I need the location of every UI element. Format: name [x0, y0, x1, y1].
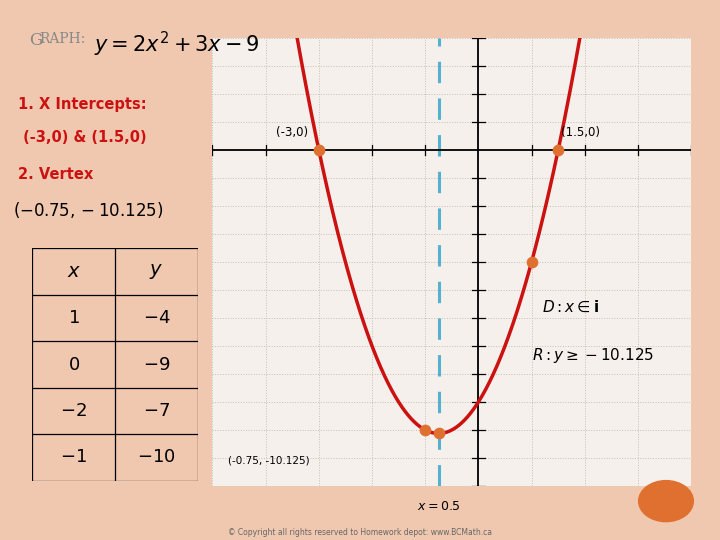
Text: $-4$: $-4$ [143, 309, 171, 327]
Point [420, 426, 431, 434]
Text: $y = 2x^2 + 3x - 9$: $y = 2x^2 + 3x - 9$ [94, 30, 259, 59]
Text: $-7$: $-7$ [143, 402, 170, 420]
Text: $0$: $0$ [68, 355, 80, 374]
Text: $-1$: $-1$ [60, 448, 87, 467]
Point [552, 145, 564, 154]
Text: © Copyright all rights reserved to Homework depot: www.BCMath.ca: © Copyright all rights reserved to Homew… [228, 528, 492, 537]
Text: $-9$: $-9$ [143, 355, 170, 374]
Text: 1. X Intercepts:: 1. X Intercepts: [18, 97, 147, 112]
Text: $D: x \in \mathbf{i}$: $D: x \in \mathbf{i}$ [542, 300, 599, 315]
Point [433, 429, 444, 438]
Text: $1$: $1$ [68, 309, 80, 327]
Text: (1.5,0): (1.5,0) [561, 126, 600, 139]
Text: (-3,0) & (1.5,0): (-3,0) & (1.5,0) [18, 130, 147, 145]
Text: $x$: $x$ [67, 262, 81, 281]
Text: $-2$: $-2$ [60, 402, 87, 420]
Text: $-10$: $-10$ [138, 448, 176, 467]
Text: 2. Vertex: 2. Vertex [18, 167, 94, 183]
Text: RAPH:: RAPH: [40, 32, 86, 46]
Point [313, 145, 325, 154]
Text: $(-0.75, -10.125)$: $(-0.75, -10.125)$ [13, 200, 163, 220]
Text: (-3,0): (-3,0) [276, 126, 308, 139]
Text: $R: y \geq -10.125$: $R: y \geq -10.125$ [531, 346, 654, 365]
Text: $y$: $y$ [150, 262, 163, 281]
Text: G: G [29, 32, 42, 49]
Text: (-0.75, -10.125): (-0.75, -10.125) [228, 456, 310, 465]
Text: $x = 0.5$: $x = 0.5$ [417, 500, 460, 513]
Point [526, 258, 537, 266]
